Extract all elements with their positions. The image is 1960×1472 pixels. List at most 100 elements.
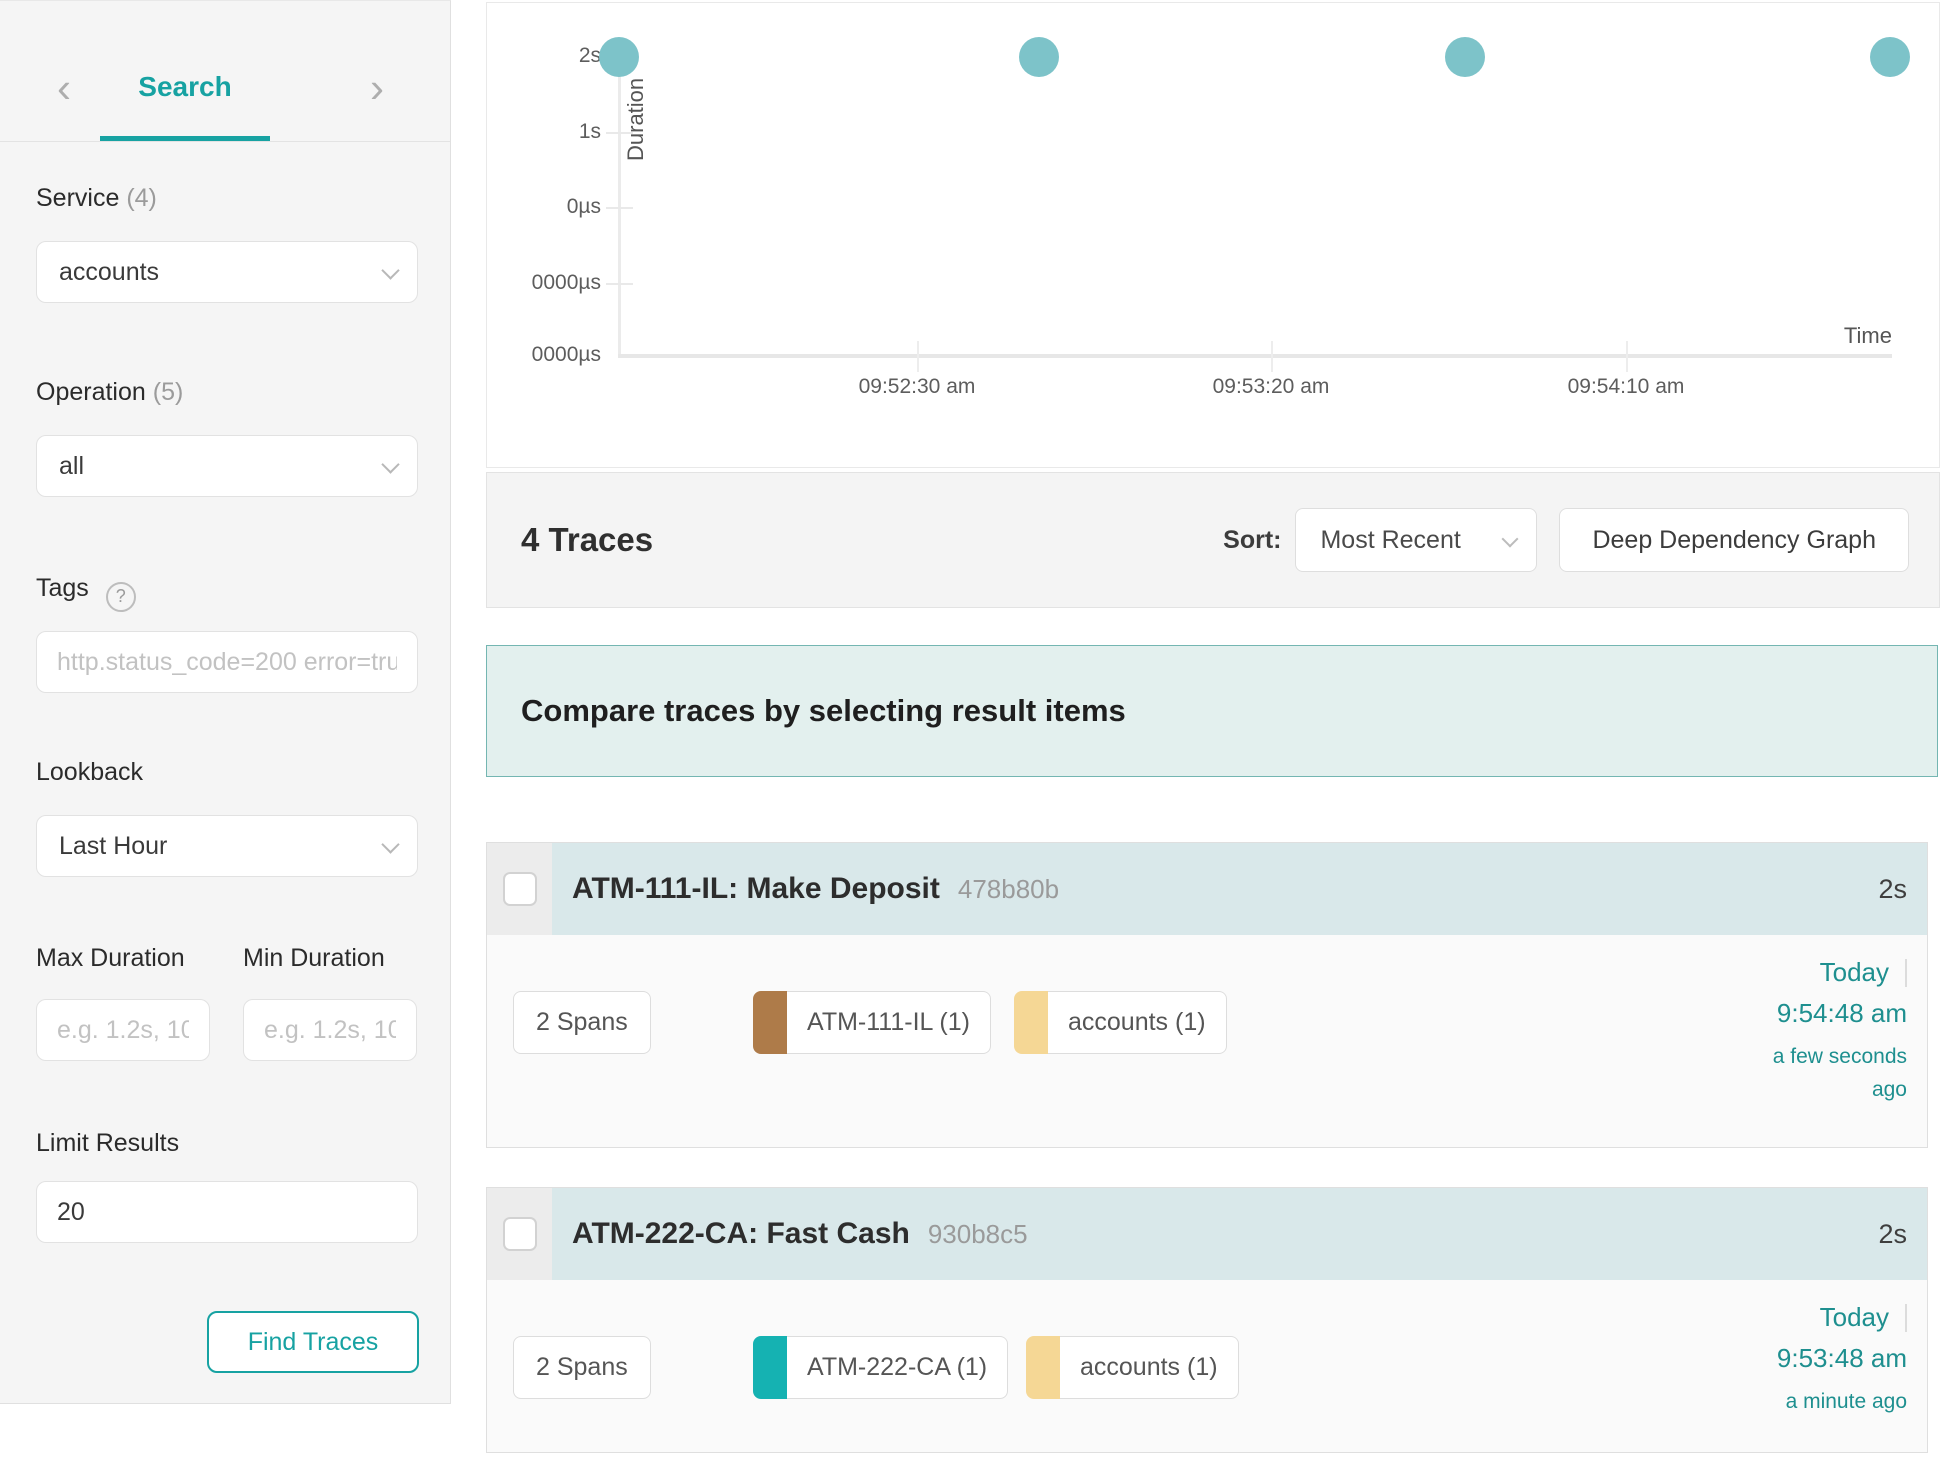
- span-count-pill: 2 Spans: [513, 991, 651, 1054]
- lookback-label: Lookback: [36, 758, 144, 786]
- trace-date: Today: [1820, 1302, 1907, 1333]
- date-divider: [1905, 958, 1907, 987]
- y-tick-mark: [606, 207, 633, 209]
- sort-label: Sort:: [1223, 525, 1282, 554]
- trace-link[interactable]: ATM-222-CA: Fast Cash 930b8c5 2s: [552, 1188, 1927, 1280]
- trace-time-block: Today 9:53:48 am a minute ago: [1777, 1302, 1907, 1419]
- tab-search[interactable]: Search: [138, 71, 232, 102]
- chevron-down-icon: [381, 835, 400, 854]
- scatter-point[interactable]: [599, 37, 639, 77]
- service-color-swatch: [753, 991, 787, 1054]
- limit-results-input[interactable]: [36, 1181, 418, 1243]
- trace-header: ATM-222-CA: Fast Cash 930b8c5 2s: [487, 1188, 1927, 1280]
- trace-time: 9:54:48 am: [1776, 998, 1907, 1028]
- sidebar-tab-row: ‹ › Search: [0, 1, 450, 142]
- service-count: (4): [126, 184, 157, 212]
- y-tick-mark: [606, 132, 633, 134]
- trace-time: 9:53:48 am: [1776, 1343, 1907, 1373]
- trace-duration: 2s: [1878, 873, 1907, 904]
- operation-select[interactable]: all: [36, 435, 418, 497]
- service-tag-label: accounts (1): [1048, 991, 1227, 1054]
- x-tick-label: 09:54:10 am: [1567, 375, 1685, 398]
- checkbox-column: [487, 843, 552, 935]
- operation-value: all: [59, 451, 85, 480]
- x-tick-mark: [917, 341, 919, 372]
- scatter-point[interactable]: [1445, 37, 1485, 77]
- service-tag: ATM-111-IL (1): [753, 991, 991, 1054]
- service-select[interactable]: accounts: [36, 241, 418, 303]
- trace-title: ATM-111-IL: Make Deposit: [572, 872, 940, 905]
- min-duration-input[interactable]: [243, 999, 417, 1061]
- duration-scatter-chart: 2s 1s 0µs 0000µs 0000µs 09:52:30 am 09:5…: [486, 2, 1940, 468]
- trace-date-text: Today: [1819, 1302, 1889, 1332]
- help-icon[interactable]: ?: [105, 581, 136, 612]
- sort-select[interactable]: Most Recent: [1295, 508, 1538, 572]
- scatter-point[interactable]: [1019, 37, 1059, 77]
- trace-relative-time: a minute ago: [1785, 1390, 1907, 1413]
- service-color-swatch: [1014, 991, 1048, 1054]
- x-tick-label: 09:53:20 am: [1212, 375, 1330, 398]
- tab-active-underline: [100, 136, 270, 141]
- y-tick-label: 1s: [578, 120, 601, 143]
- x-tick-label: 09:52:30 am: [858, 375, 976, 398]
- x-axis-line: [618, 354, 1892, 358]
- tags-label: Tags ?: [36, 574, 136, 612]
- results-bar-controls: Sort: Most Recent Deep Dependency Graph: [1223, 508, 1909, 572]
- span-count-pill: 2 Spans: [513, 1336, 651, 1399]
- trace-id: 930b8c5: [927, 1218, 1028, 1249]
- service-tag: accounts (1): [1026, 1336, 1239, 1399]
- chevron-right-icon[interactable]: ›: [370, 64, 384, 111]
- tags-input[interactable]: [36, 631, 418, 693]
- date-divider: [1905, 1303, 1907, 1332]
- y-tick-label: 0000µs: [531, 271, 601, 294]
- sort-value: Most Recent: [1320, 525, 1461, 554]
- operation-count: (5): [152, 378, 184, 406]
- service-color-swatch: [1026, 1336, 1060, 1399]
- trace-select-checkbox[interactable]: [502, 872, 537, 906]
- trace-title: ATM-222-CA: Fast Cash: [572, 1217, 910, 1250]
- trace-time-block: Today 9:54:48 am a few seconds ago: [1732, 957, 1907, 1106]
- y-tick-label: 0µs: [566, 195, 601, 218]
- x-axis-title: Time: [1843, 323, 1892, 348]
- lookback-value: Last Hour: [59, 831, 168, 860]
- service-tag: accounts (1): [1014, 991, 1227, 1054]
- max-duration-input[interactable]: [36, 999, 210, 1061]
- chevron-left-icon[interactable]: ‹: [57, 64, 71, 111]
- tags-label-text: Tags: [36, 574, 89, 602]
- limit-results-label: Limit Results: [36, 1129, 180, 1157]
- compare-banner-text: Compare traces by selecting result items: [521, 693, 1126, 728]
- trace-body: 2 Spans ATM-222-CA (1) accounts (1) Toda…: [487, 1280, 1927, 1452]
- trace-date-text: Today: [1819, 957, 1889, 987]
- service-tag-label: ATM-222-CA (1): [787, 1336, 1009, 1399]
- chevron-down-icon: [381, 455, 400, 474]
- lookback-select[interactable]: Last Hour: [36, 815, 418, 877]
- find-traces-button[interactable]: Find Traces: [207, 1311, 419, 1373]
- trace-date: Today: [1820, 957, 1907, 988]
- trace-relative-time: a few seconds ago: [1772, 1045, 1907, 1101]
- trace-body: 2 Spans ATM-111-IL (1) accounts (1) Toda…: [487, 935, 1927, 1147]
- service-value: accounts: [59, 257, 160, 286]
- search-sidebar: ‹ › Search Service (4) accounts Operatio…: [0, 0, 451, 1404]
- trace-header: ATM-111-IL: Make Deposit 478b80b 2s: [487, 843, 1927, 935]
- trace-result-card: ATM-111-IL: Make Deposit 478b80b 2s 2 Sp…: [486, 842, 1928, 1148]
- trace-id: 478b80b: [957, 873, 1060, 904]
- y-tick-mark: [606, 283, 633, 285]
- service-color-swatch: [753, 1336, 787, 1399]
- trace-link[interactable]: ATM-111-IL: Make Deposit 478b80b 2s: [552, 843, 1927, 935]
- trace-result-card: ATM-222-CA: Fast Cash 930b8c5 2s 2 Spans…: [486, 1187, 1928, 1453]
- trace-count: 4 Traces: [521, 521, 654, 558]
- y-axis-line: [618, 41, 621, 357]
- service-tag: ATM-222-CA (1): [753, 1336, 1009, 1399]
- main-content: 2s 1s 0µs 0000µs 0000µs 09:52:30 am 09:5…: [486, 0, 1940, 1472]
- service-label: Service (4): [36, 184, 157, 213]
- trace-select-checkbox[interactable]: [502, 1217, 537, 1251]
- operation-label-text: Operation: [36, 378, 146, 406]
- x-tick-mark: [1271, 341, 1273, 372]
- checkbox-column: [487, 1188, 552, 1280]
- scatter-point[interactable]: [1870, 37, 1910, 77]
- compare-banner: Compare traces by selecting result items: [486, 645, 1938, 777]
- y-axis-title: Duration: [623, 77, 648, 161]
- y-tick-label: 2s: [578, 44, 601, 67]
- deep-dependency-graph-button[interactable]: Deep Dependency Graph: [1559, 508, 1909, 572]
- service-tag-label: ATM-111-IL (1): [787, 991, 991, 1054]
